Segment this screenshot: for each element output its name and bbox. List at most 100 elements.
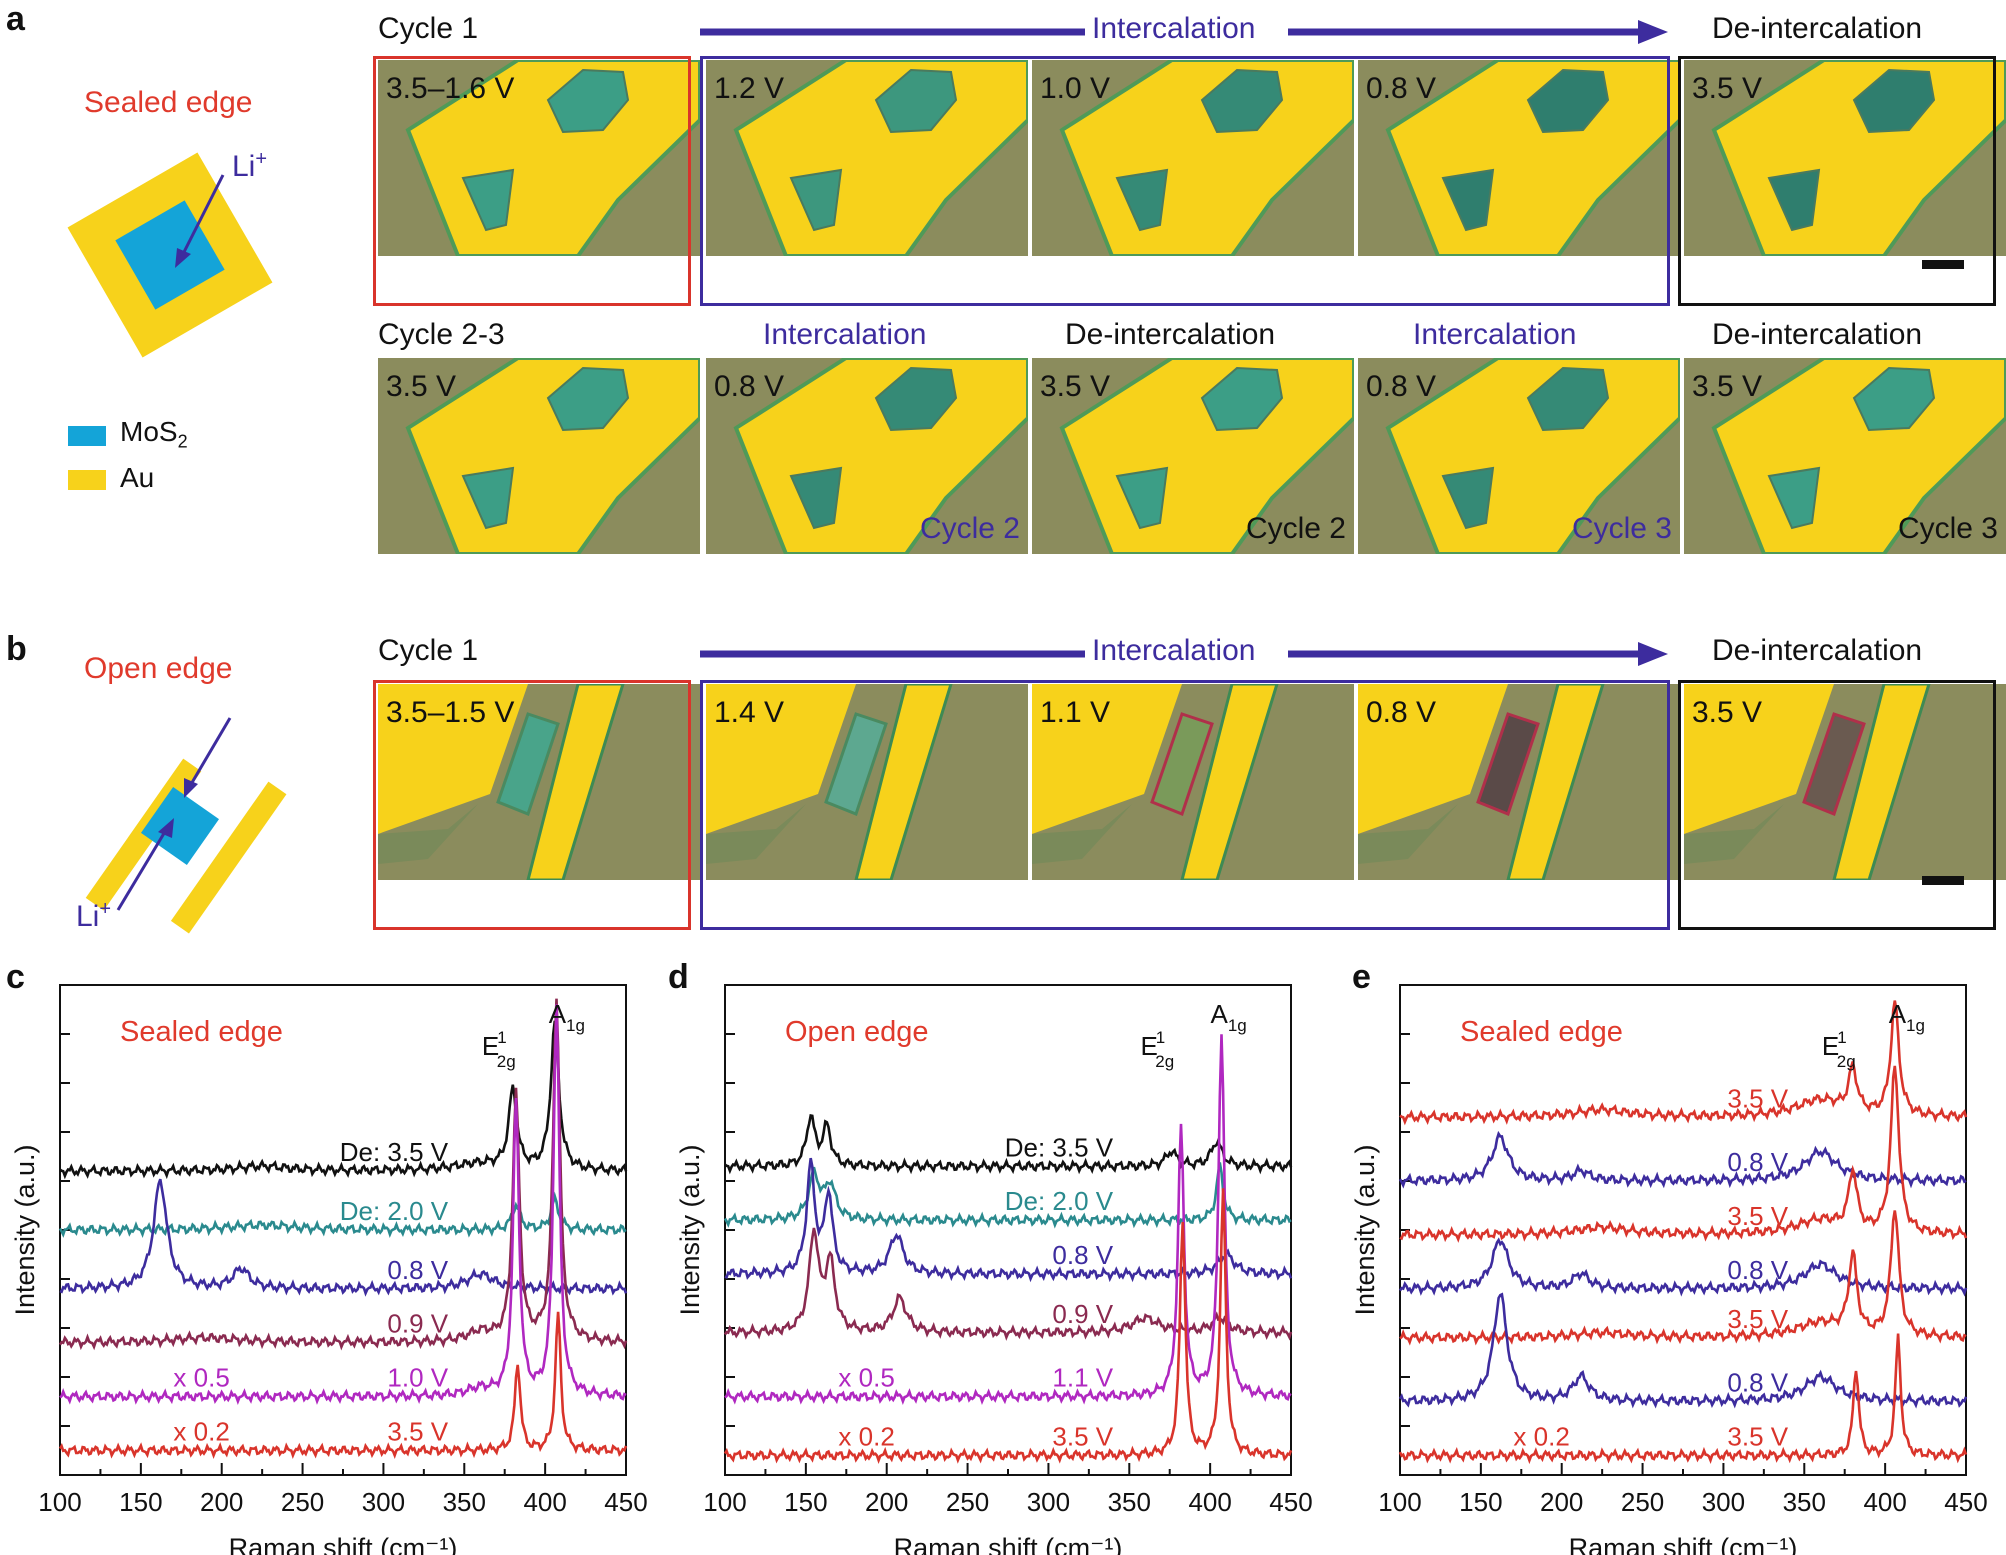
series-scale-label: x 0.2 <box>838 1421 894 1451</box>
voltage-label: 3.5–1.5 V <box>386 696 515 729</box>
li-arrow <box>179 174 225 259</box>
x-tick-label: 350 <box>443 1487 486 1517</box>
x-tick-label: 200 <box>200 1487 243 1517</box>
x-tick-label: 400 <box>1188 1487 1231 1517</box>
y-axis-label: Intensity (a.u.) <box>10 1144 40 1315</box>
frame-black-b <box>1678 680 1996 930</box>
series-label: De: 3.5 V <box>340 1137 449 1167</box>
x-tick-label: 250 <box>946 1487 989 1517</box>
micrograph-rowb-3: 1.1 V <box>1032 684 1354 880</box>
legend-au-label: Au <box>120 462 155 493</box>
series-label: 1.0 V <box>387 1363 448 1393</box>
legend-mos2-swatch <box>68 426 106 446</box>
voltage-label: 0.8 V <box>1366 370 1437 403</box>
row1-cycle-label: Cycle 1 <box>378 12 479 45</box>
row2-stage-2: De-intercalation <box>1065 318 1276 351</box>
frame-red-b <box>373 680 691 930</box>
series-scale-label: x 0.5 <box>838 1363 894 1393</box>
li-arrow-head <box>175 248 191 268</box>
open-edge-schematic <box>85 717 287 934</box>
frame-red-a <box>373 56 691 306</box>
mos2-flake-open <box>141 787 219 865</box>
micrograph-row1-2: 1.2 V <box>706 60 1028 256</box>
series-line <box>59 1020 628 1180</box>
panel-e-label: e <box>1352 958 1371 996</box>
chart-title: Sealed edge <box>120 1016 283 1048</box>
series-label: 0.8 V <box>1052 1240 1113 1270</box>
frame-blue-a <box>700 56 1670 306</box>
x-tick-label: 300 <box>1027 1487 1070 1517</box>
series-line <box>724 1113 1293 1175</box>
micrograph-row1-5: 3.5 V <box>1684 60 2006 256</box>
x-tick-label: 350 <box>1783 1487 1826 1517</box>
voltage-label: 3.5 V <box>1692 72 1763 105</box>
panel-b-label: b <box>6 630 27 668</box>
peak-label: A1g <box>1210 999 1246 1035</box>
voltage-label: 1.0 V <box>1040 72 1111 105</box>
series-line <box>724 1034 1292 1406</box>
series-label: 3.5 V <box>1727 1421 1788 1451</box>
x-tick-label: 400 <box>523 1487 566 1517</box>
au-strip-right <box>170 781 287 934</box>
series-scale-label: x 0.5 <box>173 1363 229 1393</box>
series-line <box>723 1162 1292 1229</box>
series-label: 3.5 V <box>1052 1421 1113 1451</box>
series-label: De: 2.0 V <box>340 1196 449 1226</box>
scale-bar-a <box>1922 260 1964 269</box>
series-label: 0.9 V <box>1052 1299 1113 1329</box>
x-tick-label: 300 <box>1702 1487 1745 1517</box>
scale-bar-b <box>1922 876 1964 885</box>
panel-c-label: c <box>6 958 25 996</box>
cycle-label: Cycle 3 <box>1897 512 1998 545</box>
x-tick-label: 150 <box>119 1487 162 1517</box>
intercalation-label-b: Intercalation <box>1092 634 1256 667</box>
voltage-label: 1.4 V <box>714 696 785 729</box>
x-tick-label: 100 <box>703 1487 746 1517</box>
series-line <box>59 1004 627 1406</box>
micrograph-rowb-4: 0.8 V <box>1358 684 1680 880</box>
x-axis-label: Raman shift (cm⁻¹) <box>229 1533 458 1555</box>
x-tick-label: 200 <box>865 1487 908 1517</box>
panel-a-label: a <box>6 0 25 38</box>
series-scale-label: x 0.2 <box>173 1417 229 1447</box>
series-label: 3.5 V <box>1727 1083 1788 1113</box>
intercalation-arrow-b <box>700 642 1668 666</box>
series-line <box>1399 1000 1968 1126</box>
voltage-label: 1.2 V <box>714 72 785 105</box>
voltage-label: 3.5 V <box>386 370 457 403</box>
x-tick-label: 150 <box>784 1487 827 1517</box>
frame-blue-b <box>700 680 1670 930</box>
row2-stage-3: Intercalation <box>1413 318 1577 351</box>
series-label: 0.8 V <box>1727 1147 1788 1177</box>
micrograph-row1-1: 3.5–1.6 V <box>378 60 700 256</box>
series-label: De: 3.5 V <box>1005 1132 1114 1162</box>
series-line <box>1398 1130 1967 1189</box>
x-tick-label: 450 <box>1269 1487 1312 1517</box>
micrograph-row2-5: 3.5 V Cycle 3 <box>1684 358 2006 554</box>
micrograph-rowb-1: 3.5–1.5 V <box>378 684 700 880</box>
x-tick-label: 400 <box>1863 1487 1906 1517</box>
x-tick-label: 150 <box>1459 1487 1502 1517</box>
micrograph-rowb-5: 3.5 V <box>1684 684 2006 880</box>
voltage-label: 3.5 V <box>1040 370 1111 403</box>
x-tick-label: 250 <box>281 1487 324 1517</box>
chart-d: 100 150 200 250 300 350 400 450 Raman shift (cm⁻… <box>675 984 1313 1555</box>
x-tick-label: 300 <box>362 1487 405 1517</box>
row2-cycle-label: Cycle 2-3 <box>378 318 505 351</box>
y-axis-label: Intensity (a.u.) <box>1350 1144 1380 1315</box>
intercalation-label-a: Intercalation <box>1092 12 1256 45</box>
x-tick-label: 200 <box>1540 1487 1583 1517</box>
micrograph-row2-4: 0.8 V Cycle 3 <box>1358 358 1680 554</box>
series-scale-label: x 0.2 <box>1513 1421 1569 1451</box>
series-line <box>58 1191 627 1239</box>
voltage-label: 3.5–1.6 V <box>386 72 515 105</box>
cycle-label: Cycle 3 <box>1571 512 1672 545</box>
series-line <box>1399 1065 1968 1243</box>
peak-label: E1 2g <box>482 1028 516 1071</box>
series-label: 0.8 V <box>1727 1255 1788 1285</box>
micrograph-row2-2: 0.8 V Cycle 2 <box>706 358 1028 554</box>
plot-frame <box>724 984 1292 1476</box>
peak-label: A1g <box>549 999 585 1035</box>
series-label: 3.5 V <box>1727 1304 1788 1334</box>
voltage-label: 3.5 V <box>1692 370 1763 403</box>
